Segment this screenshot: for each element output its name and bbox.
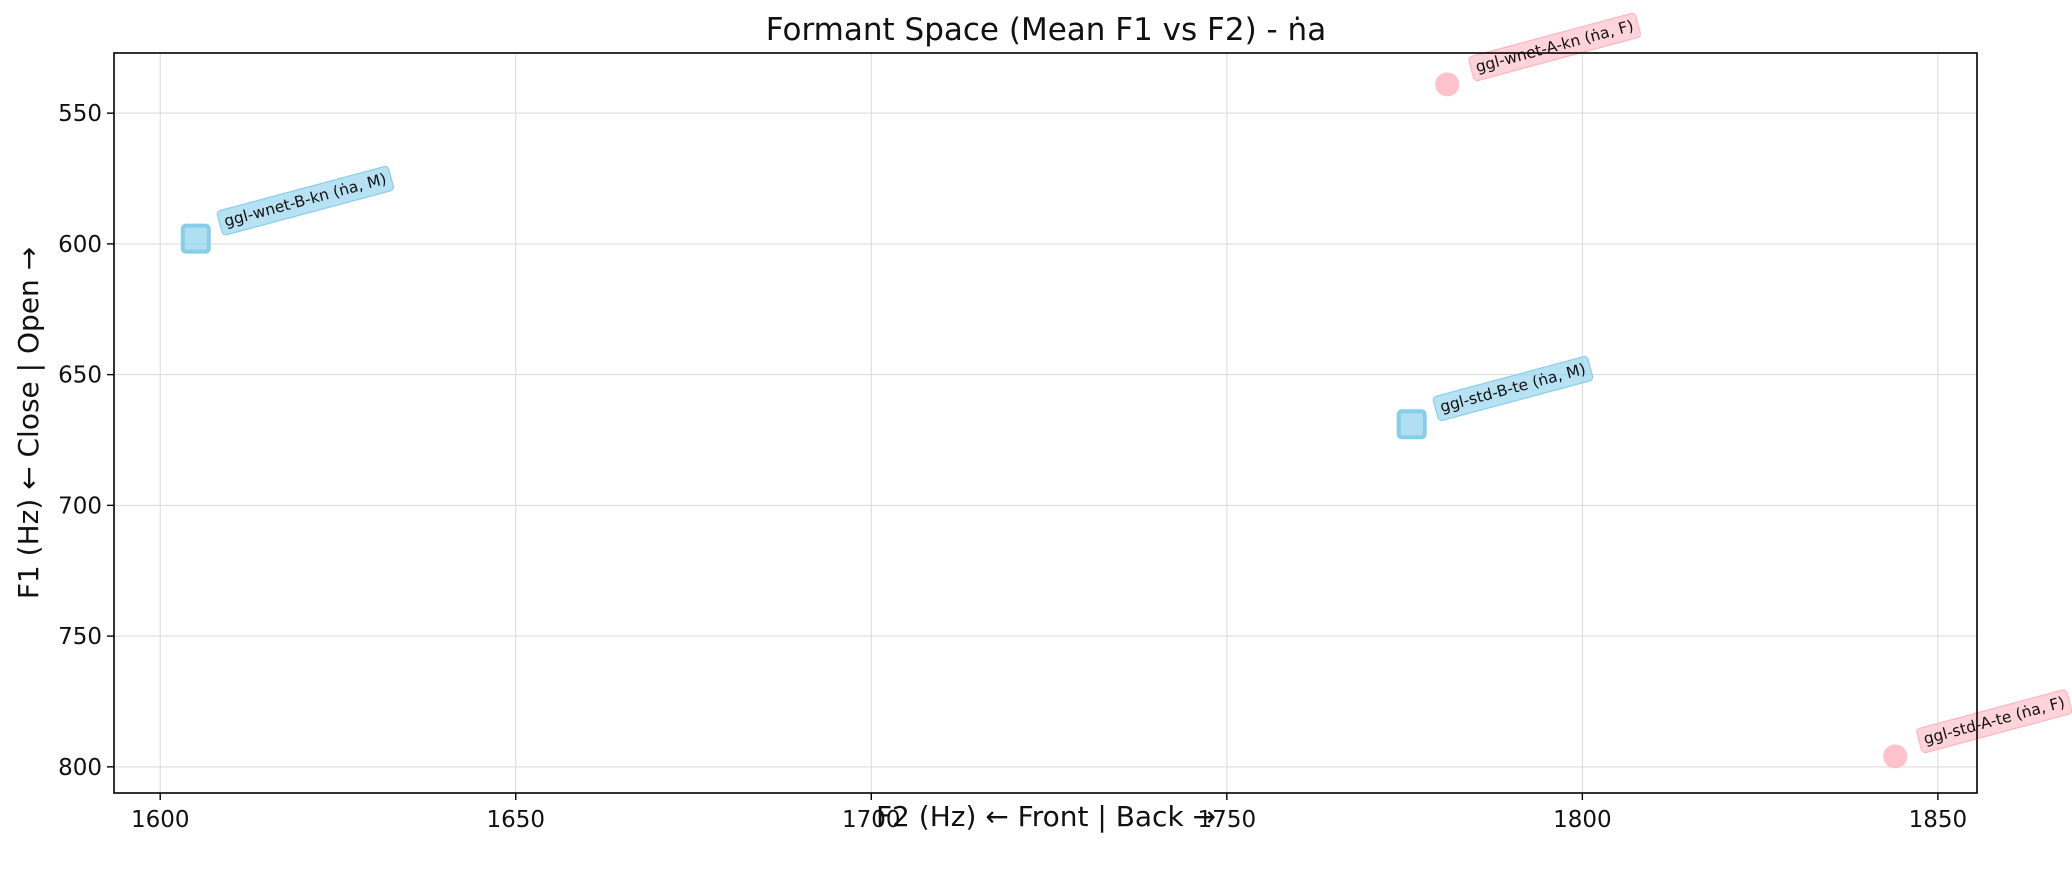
x-tick-label: 1850 xyxy=(1909,807,1968,833)
x-axis-ticks: 1600 1650 1700 1750 1800 1850 xyxy=(131,793,1967,833)
y-tick-label: 550 xyxy=(58,101,102,127)
x-tick-label: 1700 xyxy=(842,807,901,833)
plot-area-frame xyxy=(113,52,1978,794)
data-point-circle xyxy=(1435,72,1460,97)
y-tick-label: 700 xyxy=(58,493,102,519)
grid-lines xyxy=(114,53,1977,793)
point-label-background xyxy=(1468,12,1642,82)
y-tick-label: 600 xyxy=(58,232,102,258)
chart-title: Formant Space (Mean F1 vs F2) - ṅa xyxy=(766,12,1326,48)
point-label-background xyxy=(1916,689,2072,754)
point-annotation: ggl-wnet-A-kn (ṅa, F) xyxy=(1468,12,1642,82)
y-axis-ticks: 550 600 650 700 750 800 xyxy=(58,101,114,781)
point-labels: ggl-wnet-A-kn (ṅa, F) ggl-wnet-B-kn (ṅa, … xyxy=(216,12,2072,754)
point-annotation: ggl-std-A-te (ṅa, F) xyxy=(1916,689,2072,754)
x-axis-label: F2 (Hz) ← Front | Back → xyxy=(876,800,1216,833)
point-label: ggl-wnet-A-kn (ṅa, F) xyxy=(1474,17,1636,77)
point-label-background xyxy=(216,165,395,236)
point-annotation: ggl-std-B-te (ṅa, M) xyxy=(1432,356,1594,422)
point-label-background xyxy=(1432,356,1594,422)
y-axis-label: F1 (Hz) ← Close | Open → xyxy=(12,247,45,599)
x-tick-label: 1750 xyxy=(1198,807,1257,833)
y-tick-label: 800 xyxy=(58,755,102,781)
point-annotation: ggl-wnet-B-kn (ṅa, M) xyxy=(216,165,395,236)
y-tick-label: 750 xyxy=(58,624,102,650)
data-point-circle xyxy=(1883,744,1908,769)
y-tick-label: 650 xyxy=(58,363,102,389)
data-points xyxy=(180,72,1908,769)
point-label: ggl-wnet-B-kn (ṅa, M) xyxy=(222,170,388,231)
data-point-square xyxy=(1396,409,1427,440)
x-tick-label: 1600 xyxy=(131,807,190,833)
x-tick-label: 1800 xyxy=(1553,807,1612,833)
data-point-square xyxy=(180,223,211,254)
x-tick-label: 1650 xyxy=(486,807,545,833)
